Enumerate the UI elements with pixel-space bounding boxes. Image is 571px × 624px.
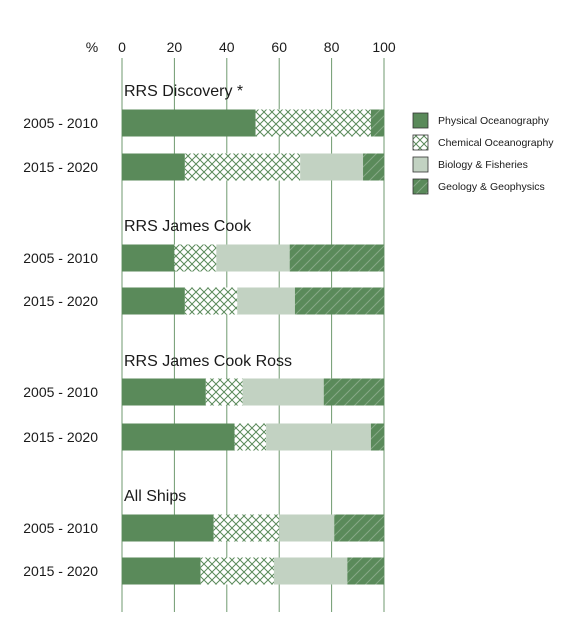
bar-segment-chemical xyxy=(184,287,238,315)
x-tick-label: 0 xyxy=(118,39,126,55)
bar-segment-physical xyxy=(122,153,185,181)
bar-segment-chemical xyxy=(213,514,280,542)
group-title: RRS James Cook xyxy=(124,218,252,235)
legend-swatch-physical xyxy=(412,112,429,129)
bar-segment-chemical xyxy=(234,423,267,451)
bar-category-label: 2005 - 2010 xyxy=(23,250,98,266)
bar-segment-geology xyxy=(323,378,384,406)
bar-segment-physical xyxy=(122,287,185,315)
bar-segment-biology xyxy=(237,287,295,315)
bar-segment-physical xyxy=(122,244,175,272)
bar-segment-biology xyxy=(266,423,371,451)
x-axis: % 0 20 40 60 80 100 xyxy=(86,39,396,55)
group-title: All Ships xyxy=(124,488,186,505)
bar-segment-geology xyxy=(294,287,384,315)
bar-segment-physical xyxy=(122,557,201,585)
bar-segment-biology xyxy=(300,153,364,181)
bar-segment-physical xyxy=(122,378,206,406)
bar-category-label: 2015 - 2020 xyxy=(23,429,98,445)
legend-label: Geology & Geophysics xyxy=(438,181,545,193)
legend-label: Biology & Fisheries xyxy=(438,159,528,171)
legend-swatch-geology xyxy=(412,178,429,195)
bar-segment-chemical xyxy=(174,244,217,272)
bar-segment-geology xyxy=(334,514,384,542)
x-tick-label: 60 xyxy=(271,39,287,55)
bar-segment-chemical xyxy=(205,378,243,406)
bar-segment-geology xyxy=(363,153,384,181)
x-tick-label: 100 xyxy=(372,39,396,55)
bar-segment-biology xyxy=(273,557,348,585)
bar-segment-physical xyxy=(122,109,256,137)
bar-segment-chemical xyxy=(184,153,301,181)
bar-segment-physical xyxy=(122,423,235,451)
bar-category-label: 2005 - 2010 xyxy=(23,115,98,131)
legend-label: Physical Oceanography xyxy=(438,115,550,127)
x-tick-label: 20 xyxy=(167,39,183,55)
bar-segment-biology xyxy=(279,514,335,542)
bar-segment-biology xyxy=(242,378,324,406)
group-title: RRS Discovery * xyxy=(124,83,243,100)
bar-category-label: 2015 - 2020 xyxy=(23,563,98,579)
legend: Physical Oceanography Chemical Oceanograp… xyxy=(412,112,554,195)
bar-segment-chemical xyxy=(200,557,274,585)
bar-segment-biology xyxy=(216,244,290,272)
legend-swatch-chemical xyxy=(412,134,429,151)
bar-segment-geology xyxy=(370,423,384,451)
bars xyxy=(122,109,384,585)
bar-category-label: 2005 - 2010 xyxy=(23,520,98,536)
legend-swatch-biology xyxy=(412,156,429,173)
bar-category-label: 2015 - 2020 xyxy=(23,293,98,309)
axis-unit-label: % xyxy=(86,39,98,55)
bar-segment-geology xyxy=(370,109,384,137)
bar-category-label: 2005 - 2010 xyxy=(23,384,98,400)
bar-segment-physical xyxy=(122,514,214,542)
legend-label: Chemical Oceanography xyxy=(438,137,554,149)
bar-segment-geology xyxy=(289,244,384,272)
group-title: RRS James Cook Ross xyxy=(124,353,292,370)
bar-segment-geology xyxy=(347,557,384,585)
x-tick-label: 80 xyxy=(324,39,340,55)
bar-category-label: 2015 - 2020 xyxy=(23,159,98,175)
category-labels: RRS Discovery * 2005 - 2010 2015 - 2020 RRS… xyxy=(23,83,292,579)
x-tick-label: 40 xyxy=(219,39,235,55)
bar-segment-chemical xyxy=(255,109,371,137)
